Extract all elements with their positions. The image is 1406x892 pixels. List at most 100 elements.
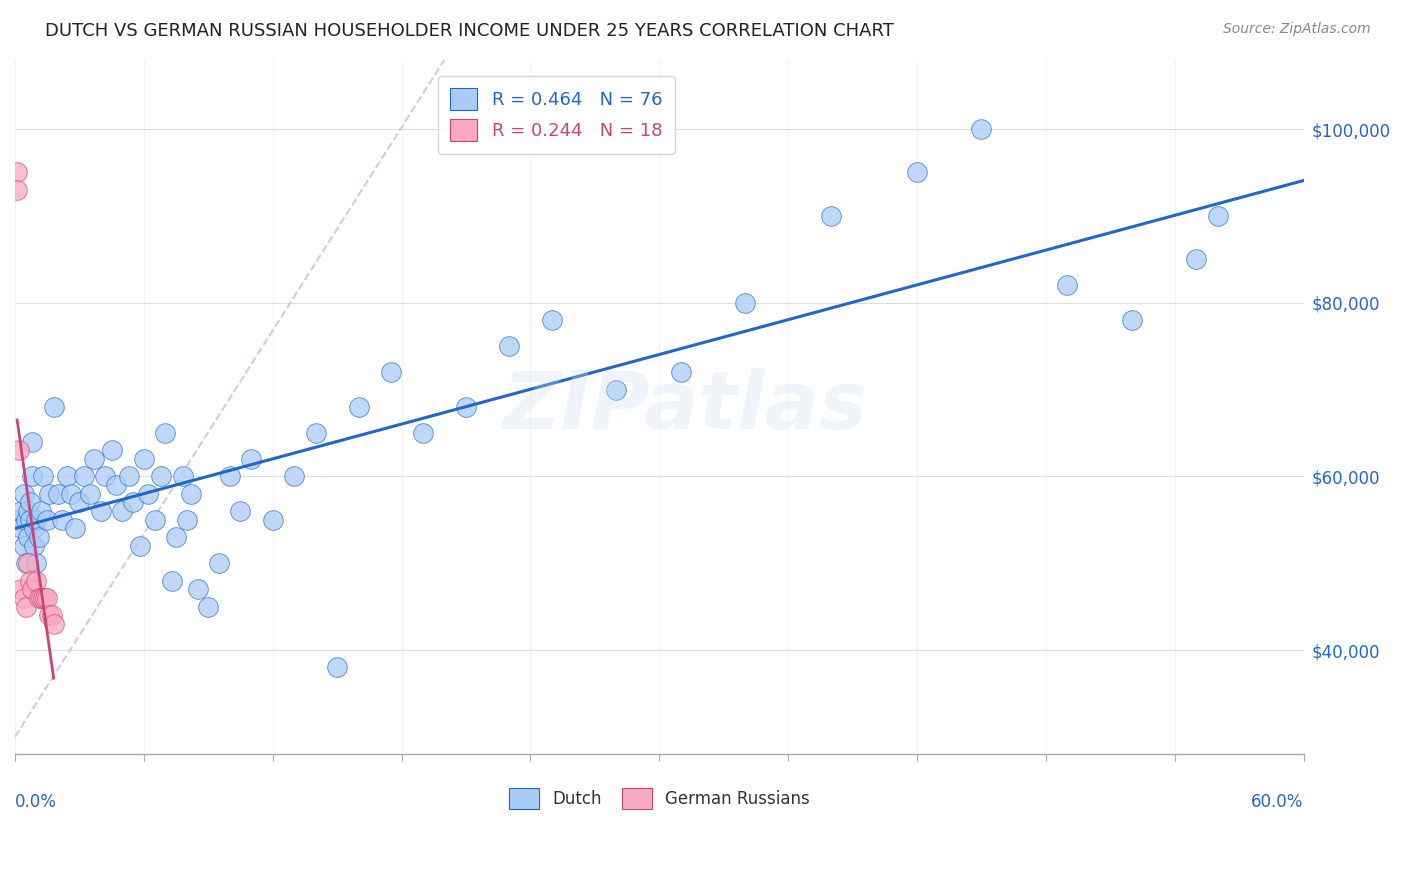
Point: [8, 443, 31, 458]
Point: [305, 425, 328, 440]
Point: [970, 122, 993, 136]
Point: [240, 452, 263, 467]
Point: [94, 469, 117, 483]
Point: [63, 521, 86, 535]
Point: [262, 513, 284, 527]
Point: [104, 478, 127, 492]
Point: [172, 469, 194, 483]
Point: [669, 365, 692, 379]
Point: [6, 165, 28, 179]
Legend: Dutch, German Russians: Dutch, German Russians: [502, 781, 817, 815]
Point: [25, 513, 48, 527]
Point: [197, 599, 219, 614]
Point: [10, 521, 32, 535]
Point: [380, 365, 402, 379]
Point: [14, 513, 37, 527]
Point: [118, 469, 141, 483]
Point: [38, 487, 60, 501]
Point: [41, 608, 63, 623]
Point: [37, 591, 59, 605]
Point: [132, 452, 155, 467]
Text: DUTCH VS GERMAN RUSSIAN HOUSEHOLDER INCOME UNDER 25 YEARS CORRELATION CHART: DUTCH VS GERMAN RUSSIAN HOUSEHOLDER INCO…: [45, 22, 894, 40]
Point: [100, 443, 122, 458]
Point: [10, 582, 32, 597]
Point: [25, 556, 48, 570]
Point: [155, 425, 177, 440]
Point: [6, 183, 28, 197]
Point: [8, 513, 31, 527]
Point: [17, 556, 39, 570]
Point: [820, 209, 842, 223]
Point: [18, 495, 41, 509]
Point: [46, 487, 69, 501]
Point: [17, 530, 39, 544]
Point: [734, 295, 756, 310]
Point: [22, 539, 45, 553]
Point: [143, 513, 166, 527]
Point: [176, 513, 198, 527]
Point: [180, 487, 202, 501]
Point: [17, 504, 39, 518]
Point: [13, 487, 35, 501]
Point: [229, 504, 252, 518]
Point: [347, 400, 370, 414]
Point: [59, 487, 82, 501]
Point: [55, 469, 77, 483]
Point: [498, 339, 520, 353]
Point: [21, 469, 44, 483]
Point: [905, 165, 928, 179]
Point: [51, 513, 73, 527]
Point: [42, 400, 65, 414]
Point: [30, 504, 52, 518]
Point: [32, 469, 55, 483]
Point: [10, 504, 32, 518]
Point: [1185, 252, 1208, 267]
Point: [122, 495, 145, 509]
Point: [128, 539, 150, 553]
Point: [34, 591, 56, 605]
Point: [27, 591, 49, 605]
Point: [605, 383, 627, 397]
Text: 60.0%: 60.0%: [1251, 793, 1303, 811]
Text: Source: ZipAtlas.com: Source: ZipAtlas.com: [1223, 22, 1371, 37]
Point: [13, 591, 35, 605]
Point: [30, 591, 52, 605]
Point: [454, 400, 477, 414]
Point: [208, 556, 231, 570]
Point: [160, 574, 183, 588]
Point: [42, 617, 65, 632]
Point: [27, 530, 49, 544]
Point: [73, 469, 96, 483]
Point: [14, 599, 37, 614]
Point: [79, 487, 101, 501]
Point: [18, 513, 41, 527]
Point: [1121, 313, 1143, 327]
Point: [67, 495, 90, 509]
Point: [412, 425, 434, 440]
Point: [18, 574, 41, 588]
Point: [13, 539, 35, 553]
Text: ZIPatlas: ZIPatlas: [502, 368, 868, 446]
Point: [1056, 278, 1078, 293]
Point: [165, 530, 187, 544]
Point: [90, 504, 112, 518]
Point: [37, 513, 59, 527]
Point: [283, 469, 305, 483]
Point: [38, 608, 60, 623]
Point: [21, 434, 44, 449]
Point: [218, 469, 240, 483]
Point: [32, 591, 55, 605]
Point: [326, 660, 349, 674]
Point: [111, 504, 134, 518]
Point: [541, 313, 564, 327]
Point: [14, 556, 37, 570]
Point: [187, 582, 209, 597]
Point: [1206, 209, 1229, 223]
Point: [25, 574, 48, 588]
Point: [150, 469, 173, 483]
Point: [22, 521, 45, 535]
Text: 0.0%: 0.0%: [15, 793, 56, 811]
Point: [83, 452, 105, 467]
Point: [136, 487, 159, 501]
Point: [21, 582, 44, 597]
